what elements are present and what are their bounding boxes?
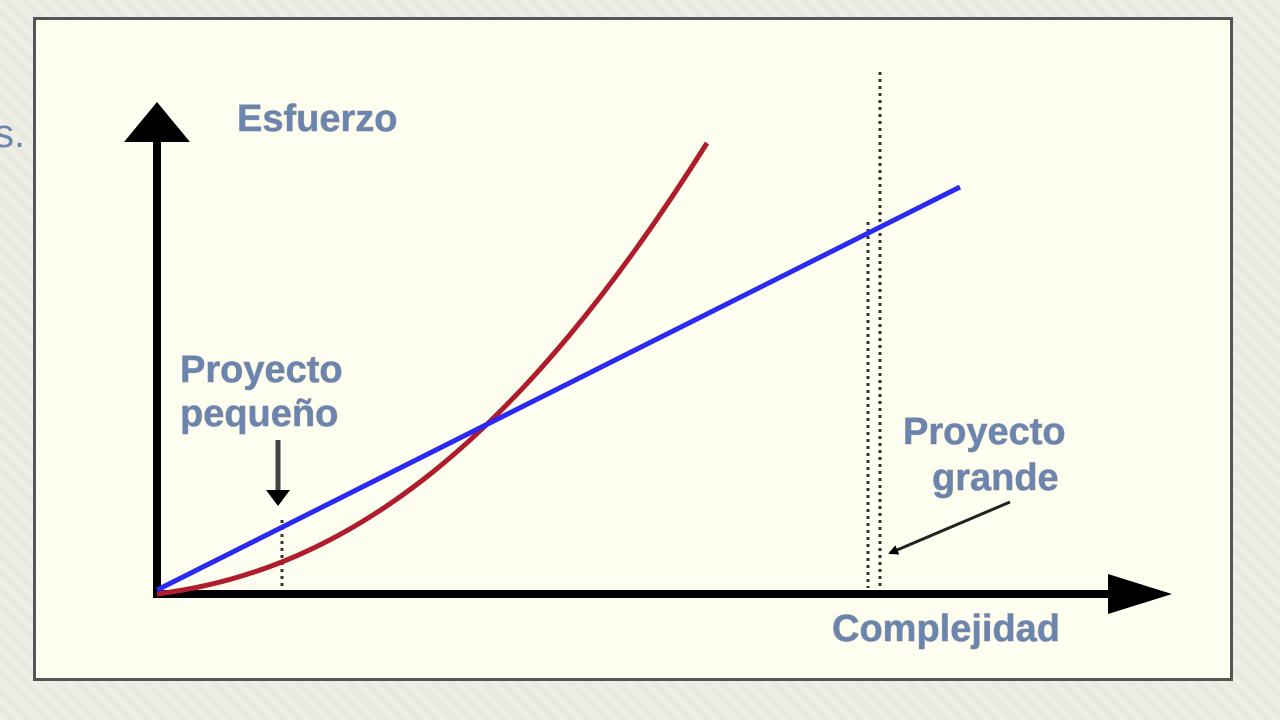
x-axis-label: Complejidad	[832, 608, 1060, 650]
small-project-arrowhead	[266, 490, 290, 506]
y-axis-arrowhead	[124, 102, 190, 142]
small-project-label-line2: pequeño	[180, 393, 338, 435]
large-project-label-line1: Proyecto	[903, 411, 1066, 453]
y-axis-label: Esfuerzo	[237, 98, 397, 140]
small-project-label-line1: Proyecto	[180, 349, 343, 391]
clipped-slide-text: s.	[0, 112, 26, 156]
x-axis-arrowhead	[1108, 574, 1172, 614]
linear-effort-line	[155, 184, 962, 593]
large-project-label-line2: grande	[932, 457, 1059, 499]
exponential-effort-curve	[156, 141, 710, 597]
large-project-arrow	[888, 500, 1011, 555]
